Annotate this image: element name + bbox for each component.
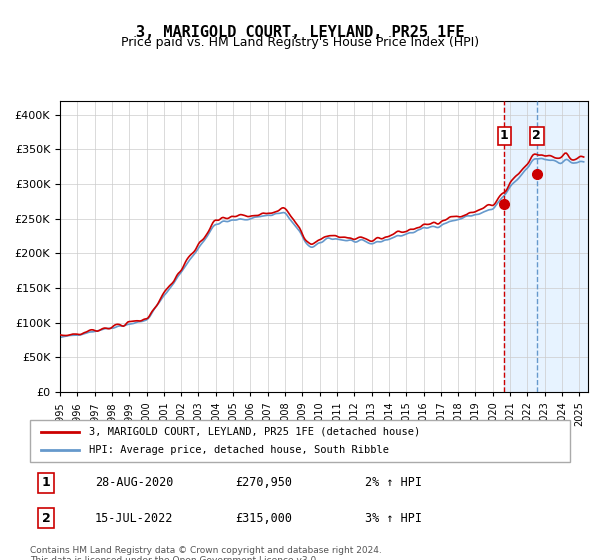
Bar [505,101,588,392]
Text: £315,000: £315,000 [235,511,292,525]
FancyBboxPatch shape [30,420,570,462]
Text: Contains HM Land Registry data © Crown copyright and database right 2024.
This d: Contains HM Land Registry data © Crown c… [30,546,382,560]
Text: £270,950: £270,950 [235,477,292,489]
Text: 2% ↑ HPI: 2% ↑ HPI [365,477,422,489]
Text: 2: 2 [532,129,541,142]
Text: 2: 2 [42,511,50,525]
Text: 3% ↑ HPI: 3% ↑ HPI [365,511,422,525]
Text: 28-AUG-2020: 28-AUG-2020 [95,477,173,489]
Text: 1: 1 [42,477,50,489]
Text: Price paid vs. HM Land Registry's House Price Index (HPI): Price paid vs. HM Land Registry's House … [121,36,479,49]
Text: HPI: Average price, detached house, South Ribble: HPI: Average price, detached house, Sout… [89,445,389,455]
Text: 1: 1 [500,129,509,142]
Text: 15-JUL-2022: 15-JUL-2022 [95,511,173,525]
Text: 3, MARIGOLD COURT, LEYLAND, PR25 1FE (detached house): 3, MARIGOLD COURT, LEYLAND, PR25 1FE (de… [89,427,421,437]
Text: 3, MARIGOLD COURT, LEYLAND, PR25 1FE: 3, MARIGOLD COURT, LEYLAND, PR25 1FE [136,25,464,40]
